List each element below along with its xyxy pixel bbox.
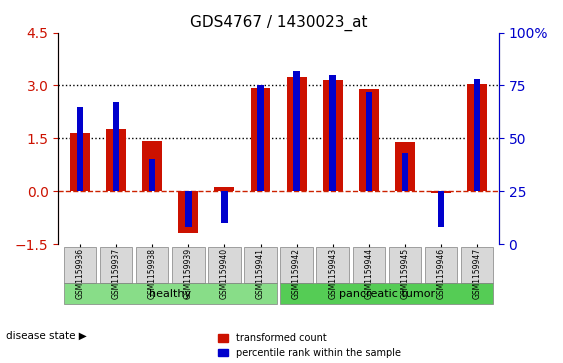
FancyBboxPatch shape: [172, 247, 204, 283]
Bar: [70, 133, 90, 191]
Text: GSM1159943: GSM1159943: [328, 248, 337, 299]
FancyBboxPatch shape: [64, 283, 277, 305]
Text: GSM1159938: GSM1159938: [148, 248, 157, 299]
FancyBboxPatch shape: [425, 247, 457, 283]
Bar: [401, 153, 408, 191]
Text: GSM1159945: GSM1159945: [400, 248, 409, 299]
Text: GSM1159941: GSM1159941: [256, 248, 265, 299]
Bar: [359, 89, 379, 191]
FancyBboxPatch shape: [280, 247, 313, 283]
Bar: [438, 191, 444, 227]
Legend: transformed count, percentile rank within the sample: transformed count, percentile rank withi…: [218, 333, 401, 358]
FancyBboxPatch shape: [388, 247, 421, 283]
Text: GSM1159946: GSM1159946: [436, 248, 445, 299]
Text: GSM1159944: GSM1159944: [364, 248, 373, 299]
Text: healthy: healthy: [149, 289, 191, 299]
FancyBboxPatch shape: [136, 247, 168, 283]
Bar: [323, 80, 343, 191]
Bar: [365, 92, 372, 191]
Bar: [251, 88, 270, 191]
FancyBboxPatch shape: [244, 247, 277, 283]
Bar: [77, 107, 83, 191]
Text: GSM1159937: GSM1159937: [111, 248, 120, 299]
Title: GDS4767 / 1430023_at: GDS4767 / 1430023_at: [190, 15, 367, 31]
FancyBboxPatch shape: [100, 247, 132, 283]
Bar: [185, 191, 191, 227]
FancyBboxPatch shape: [461, 247, 493, 283]
Bar: [142, 141, 162, 191]
Bar: [474, 79, 480, 191]
FancyBboxPatch shape: [316, 247, 349, 283]
Bar: [221, 191, 227, 223]
Text: GSM1159947: GSM1159947: [472, 248, 481, 299]
Bar: [395, 142, 415, 191]
Text: GSM1159940: GSM1159940: [220, 248, 229, 299]
Bar: [293, 71, 300, 191]
Bar: [257, 85, 263, 191]
FancyBboxPatch shape: [64, 247, 96, 283]
FancyBboxPatch shape: [352, 247, 385, 283]
Bar: [215, 187, 234, 191]
Text: disease state ▶: disease state ▶: [6, 331, 86, 341]
Bar: [329, 75, 336, 191]
Text: GSM1159936: GSM1159936: [75, 248, 84, 299]
Text: pancreatic tumor: pancreatic tumor: [339, 289, 435, 299]
Bar: [431, 191, 451, 193]
Bar: [467, 83, 487, 191]
Text: GSM1159942: GSM1159942: [292, 248, 301, 299]
Bar: [178, 191, 198, 233]
FancyBboxPatch shape: [280, 283, 493, 305]
Bar: [149, 159, 155, 191]
FancyBboxPatch shape: [208, 247, 240, 283]
Bar: [113, 102, 119, 191]
Text: GSM1159939: GSM1159939: [184, 248, 193, 299]
Bar: [106, 130, 126, 191]
Bar: [287, 77, 306, 191]
